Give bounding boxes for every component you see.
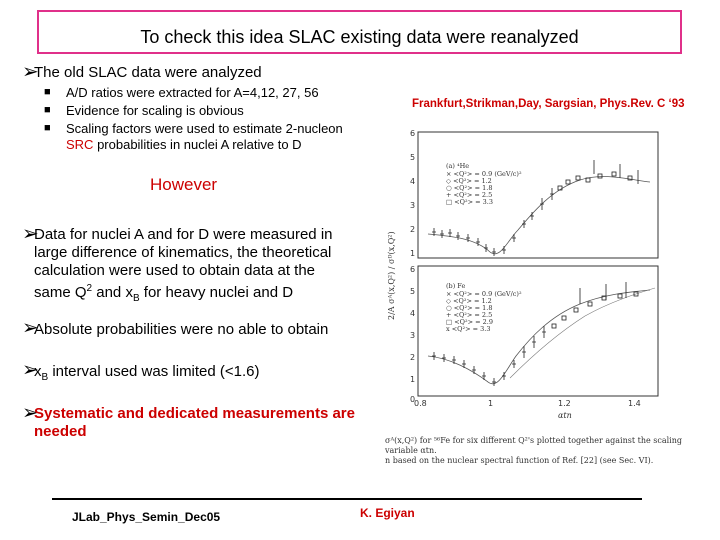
footer-divider [52, 498, 642, 500]
bullet-absolute: Absolute probabilities were no able to o… [34, 321, 329, 338]
reference-citation: Frankfurt,Strikman,Day, Sargsian, Phys.R… [412, 98, 685, 110]
text-fragment: same Q [34, 284, 87, 301]
y-tick-top: 5 [410, 153, 415, 162]
bullet-old-slac: The old SLAC data were analyzed [34, 64, 262, 81]
x-tick: 1.2 [558, 399, 571, 408]
arrow-bullet-icon: ➢ [22, 317, 39, 339]
bullet-kinematics-l3: calculation were used to obtain data at … [34, 262, 316, 279]
y-axis-label: 2/A σᴬ(x,Q²) / σᴰ(x,Q²) [387, 231, 396, 320]
src-rest: probabilities in nuclei A relative to D [93, 137, 302, 152]
text-fragment: for heavy nuclei and D [139, 284, 294, 301]
y-tick-bottom: 0 [410, 395, 415, 404]
panel-label-top: (a) ⁴He [446, 162, 469, 170]
y-tick-top: 1 [410, 249, 415, 258]
square-bullet-icon: ■ [44, 86, 51, 98]
y-tick-top: 2 [410, 225, 415, 234]
sub-bullet-factors: Scaling factors were used to estimate 2-… [66, 121, 343, 136]
y-tick-top: 4 [410, 177, 415, 186]
subscript: B [132, 293, 140, 304]
arrow-bullet-icon: ➢ [22, 61, 39, 83]
x-tick: 0.8 [414, 399, 427, 408]
square-bullet-icon: ■ [44, 104, 51, 116]
legend-bottom: + <Q²> = 2.5 [446, 311, 492, 319]
y-tick-top: 6 [410, 129, 415, 138]
legend-top: × <Q²> = 0.9 (GeV/c)² [446, 170, 522, 178]
bullet-systematic-l1: Systematic and dedicated measurements ar… [34, 405, 355, 422]
x-tick: 1 [488, 399, 493, 408]
scaling-ratio-figure: 6 5 4 3 2 1 6 5 4 3 2 1 0 0.8 1 1.2 1.4 … [387, 129, 659, 420]
y-tick-bottom: 2 [410, 353, 415, 362]
subscript: B [41, 372, 49, 383]
arrow-bullet-icon: ➢ [22, 402, 39, 424]
title-box: To check this idea SLAC existing data we… [37, 10, 682, 54]
sub-bullet-ratios: A/D ratios were extracted for A=4,12, 27… [66, 85, 319, 100]
footer-seminar-label: JLab_Phys_Semin_Dec05 [72, 510, 221, 524]
however-heading: However [150, 175, 218, 194]
footer-author: K. Egiyan [360, 506, 415, 520]
legend-top: ○ <Q²> = 1.8 [446, 184, 492, 192]
bottom-data-points [432, 282, 639, 386]
legend-top: + <Q²> = 2.5 [446, 191, 492, 199]
y-tick-bottom: 3 [410, 331, 415, 340]
panel-label-bottom: (b) Fe [446, 282, 465, 290]
slide-title: To check this idea SLAC existing data we… [140, 27, 579, 47]
legend-bottom: ◇ <Q²> = 1.2 [446, 297, 492, 305]
y-tick-bottom: 4 [410, 309, 415, 318]
bullet-kinematics-l1: Data for nuclei A and for D were measure… [34, 226, 333, 243]
sub-bullet-factors-line2: SRC probabilities in nuclei A relative t… [66, 137, 302, 152]
text-fragment: and x [92, 284, 133, 301]
square-bullet-icon: ■ [44, 122, 51, 134]
legend-bottom: × <Q²> = 0.9 (GeV/c)² [446, 290, 522, 298]
bullet-kinematics-l4: same Q2 and xB for heavy nuclei and D [34, 280, 293, 307]
top-panel-frame [417, 131, 659, 259]
bullet-kinematics-l2: large difference of kinematics, the theo… [34, 244, 332, 261]
x-axis-label: αtn [558, 411, 572, 420]
legend-top: ◇ <Q²> = 1.2 [446, 177, 492, 185]
arrow-bullet-icon: ➢ [22, 359, 39, 381]
text-fragment: x [34, 363, 42, 380]
superscript: 2 [86, 283, 93, 294]
y-tick-bottom: 6 [410, 265, 415, 274]
x-tick: 1.4 [628, 399, 641, 408]
src-highlight: SRC [66, 137, 94, 152]
y-tick-top: 3 [410, 201, 415, 210]
arrow-bullet-icon: ➢ [22, 223, 39, 245]
legend-bottom: ○ <Q²> = 1.8 [446, 304, 492, 312]
caption-line: n based on the nuclear spectral function… [385, 456, 654, 465]
legend-top: □ <Q²> = 3.3 [446, 198, 493, 206]
bottom-theory-curve [509, 287, 656, 379]
sub-bullet-scaling: Evidence for scaling is obvious [66, 103, 244, 118]
bullet-systematic-l2: needed [34, 423, 87, 440]
caption-line: σᴬ(x,Q²) for ⁵⁶Fe for six different Q²'s… [385, 436, 682, 455]
bullet-xb-interval: xB interval used was limited (<1.6) [34, 363, 260, 386]
y-tick-bottom: 5 [410, 287, 415, 296]
top-data-points [432, 160, 639, 256]
text-fragment: interval used was limited (<1.6) [48, 363, 260, 380]
y-tick-bottom: 1 [410, 375, 415, 384]
legend-bottom: x <Q²> = 3.3 [446, 325, 490, 333]
bottom-panel-frame [417, 265, 659, 397]
figure-caption: σᴬ(x,Q²) for ⁵⁶Fe for six different Q²'s… [385, 436, 715, 466]
legend-bottom: □ <Q²> = 2.9 [446, 318, 493, 326]
